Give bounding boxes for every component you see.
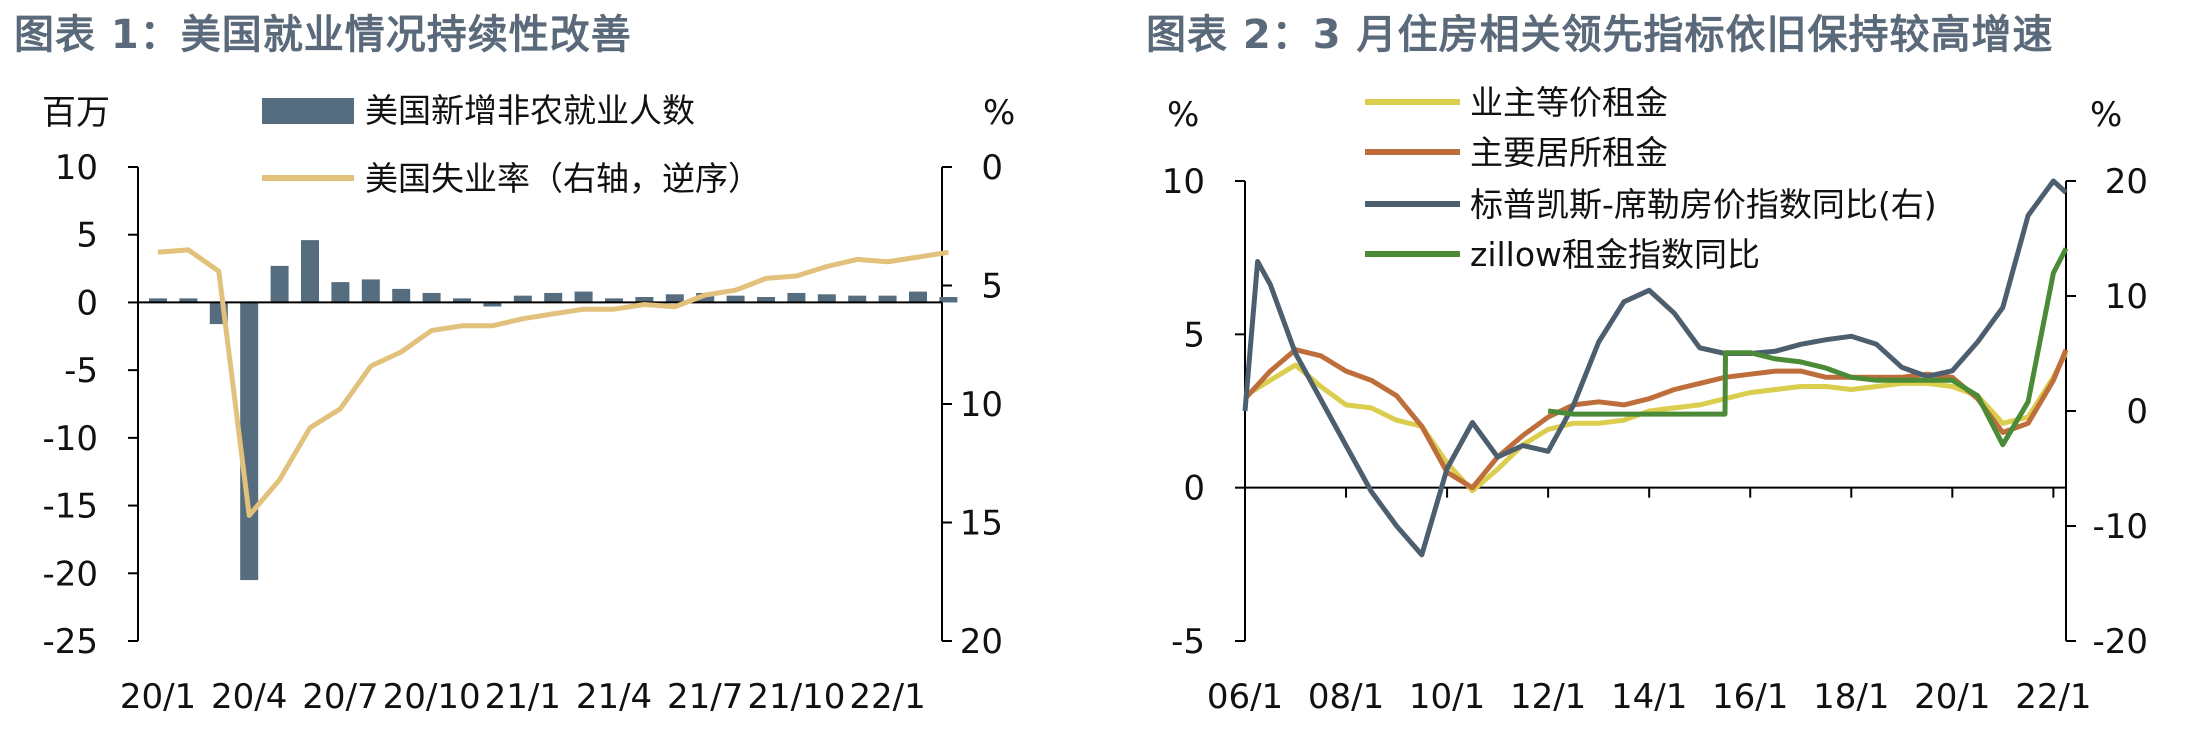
chart1-bar (422, 292, 441, 303)
chart2-legend-label: 标普凯斯-席勒房价指数同比(右) (1470, 185, 1937, 224)
chart1-x-tick-label: 20/7 (302, 677, 378, 717)
chart2-x-tick-label: 14/1 (1611, 677, 1687, 717)
chart2-y-tick-label: 5 (1183, 315, 1205, 355)
chart1-right-unit: % (983, 93, 1015, 133)
chart1-bar (240, 302, 259, 581)
chart1-x-tick-label: 20/4 (211, 677, 287, 717)
chart1-bar (939, 297, 958, 303)
chart2-right-unit: % (2090, 95, 2122, 135)
chart1-bar (483, 302, 502, 307)
chart1-bar (605, 298, 623, 303)
chart1-bar (361, 279, 380, 303)
chart1-legend-bar-swatch (262, 98, 354, 124)
chart1-x-tick-label: 20/1 (120, 677, 196, 717)
chart2-line-zillow (1547, 247, 2069, 448)
chart1-y-tick-label: -5 (64, 351, 98, 391)
chart1-y2-tick-label: 5 (981, 267, 1003, 307)
chart1-bar (453, 298, 471, 303)
chart1-x-tick-label: 22/1 (849, 677, 925, 717)
chart2-title: 图表 2：3 月住房相关领先指标依旧保持较高增速 (1146, 12, 2054, 58)
chart1-y2-tick-label: 10 (960, 385, 1003, 425)
chart2-x-tick-label: 20/1 (1914, 677, 1990, 717)
chart1-left-unit: 百万 (42, 93, 110, 133)
chart1-bar (817, 294, 836, 303)
chart1-bar (726, 295, 745, 303)
chart2-y-tick-label: 0 (1183, 469, 1205, 509)
chart1-y2-tick-label: 15 (960, 504, 1003, 544)
chart1-bar (848, 295, 867, 303)
chart2-legend-label: zillow租金指数同比 (1470, 235, 1760, 274)
chart1-bar (665, 294, 684, 303)
chart2-line-case-shiller (1242, 178, 2068, 558)
chart2-y-tick-label: 10 (1162, 162, 1205, 202)
chart1-bar (392, 288, 411, 303)
chart2-x-tick-label: 12/1 (1510, 677, 1586, 717)
chart1-line-unemployment (157, 247, 949, 518)
chart1-bar (909, 291, 927, 303)
chart1-x-tick-label: 21/7 (667, 677, 743, 717)
chart2-line-oer (1243, 351, 2069, 494)
chart1-bar (149, 298, 167, 303)
chart1-x-tick-label: 20/10 (383, 677, 481, 717)
chart1-bar (878, 295, 897, 303)
chart1-y2-tick-label: 0 (981, 148, 1003, 188)
chart1-y-tick-label: 0 (76, 283, 98, 323)
chart1-x-tick-label: 21/1 (485, 677, 561, 717)
chart1-y-tick-label: -15 (42, 487, 98, 527)
chart1-y2-tick-label: 20 (960, 622, 1003, 662)
chart2-x-tick-label: 10/1 (1409, 677, 1485, 717)
chart2-y2-tick-label: -10 (2092, 507, 2148, 547)
chart2-x-tick-label: 08/1 (1308, 677, 1384, 717)
chart1-x-tick-label: 21/10 (747, 677, 845, 717)
chart1-x-tick-label: 21/4 (576, 677, 652, 717)
chart1-legend-label: 美国新增非农就业人数 (365, 91, 695, 130)
chart2-x-tick-label: 18/1 (1813, 677, 1889, 717)
chart2-y2-tick-label: 10 (2105, 277, 2148, 317)
chart2-x-tick-label: 16/1 (1712, 677, 1788, 717)
chart2-legend-label: 主要居所租金 (1470, 133, 1668, 172)
chart1-legend-label: 美国失业率（右轴，逆序） (365, 159, 761, 198)
chart1-bar (696, 292, 715, 303)
chart1-bar (513, 295, 532, 303)
chart1-bar (544, 292, 563, 303)
chart1-title: 图表 1：美国就业情况持续性改善 (14, 12, 632, 58)
chart2-y-tick-label: -5 (1171, 622, 1205, 662)
chart2-x-tick-label: 22/1 (2015, 677, 2091, 717)
chart1-y-tick-label: 10 (55, 148, 98, 188)
chart1-y-tick-label: -20 (42, 554, 98, 594)
chart1-bar (179, 298, 198, 303)
chart1-y-tick-label: 5 (76, 216, 98, 256)
chart1-bar (270, 265, 289, 303)
chart1-bar (574, 291, 593, 303)
chart1-bar (635, 297, 654, 303)
chart2-legend-label: 业主等价租金 (1470, 83, 1668, 122)
chart1-bar (301, 240, 319, 303)
chart1-y-tick-label: -25 (42, 622, 98, 662)
chart2-y2-tick-label: 20 (2105, 162, 2148, 202)
chart2-y2-tick-label: 0 (2126, 392, 2148, 432)
chart1-bar (757, 297, 775, 303)
chart2-left-unit: % (1167, 95, 1199, 135)
chart1-y-tick-label: -10 (42, 419, 98, 459)
chart1-bar (331, 282, 350, 303)
chart2-x-tick-label: 06/1 (1207, 677, 1283, 717)
chart1-bar (787, 292, 806, 303)
chart2-y2-tick-label: -20 (2092, 622, 2148, 662)
